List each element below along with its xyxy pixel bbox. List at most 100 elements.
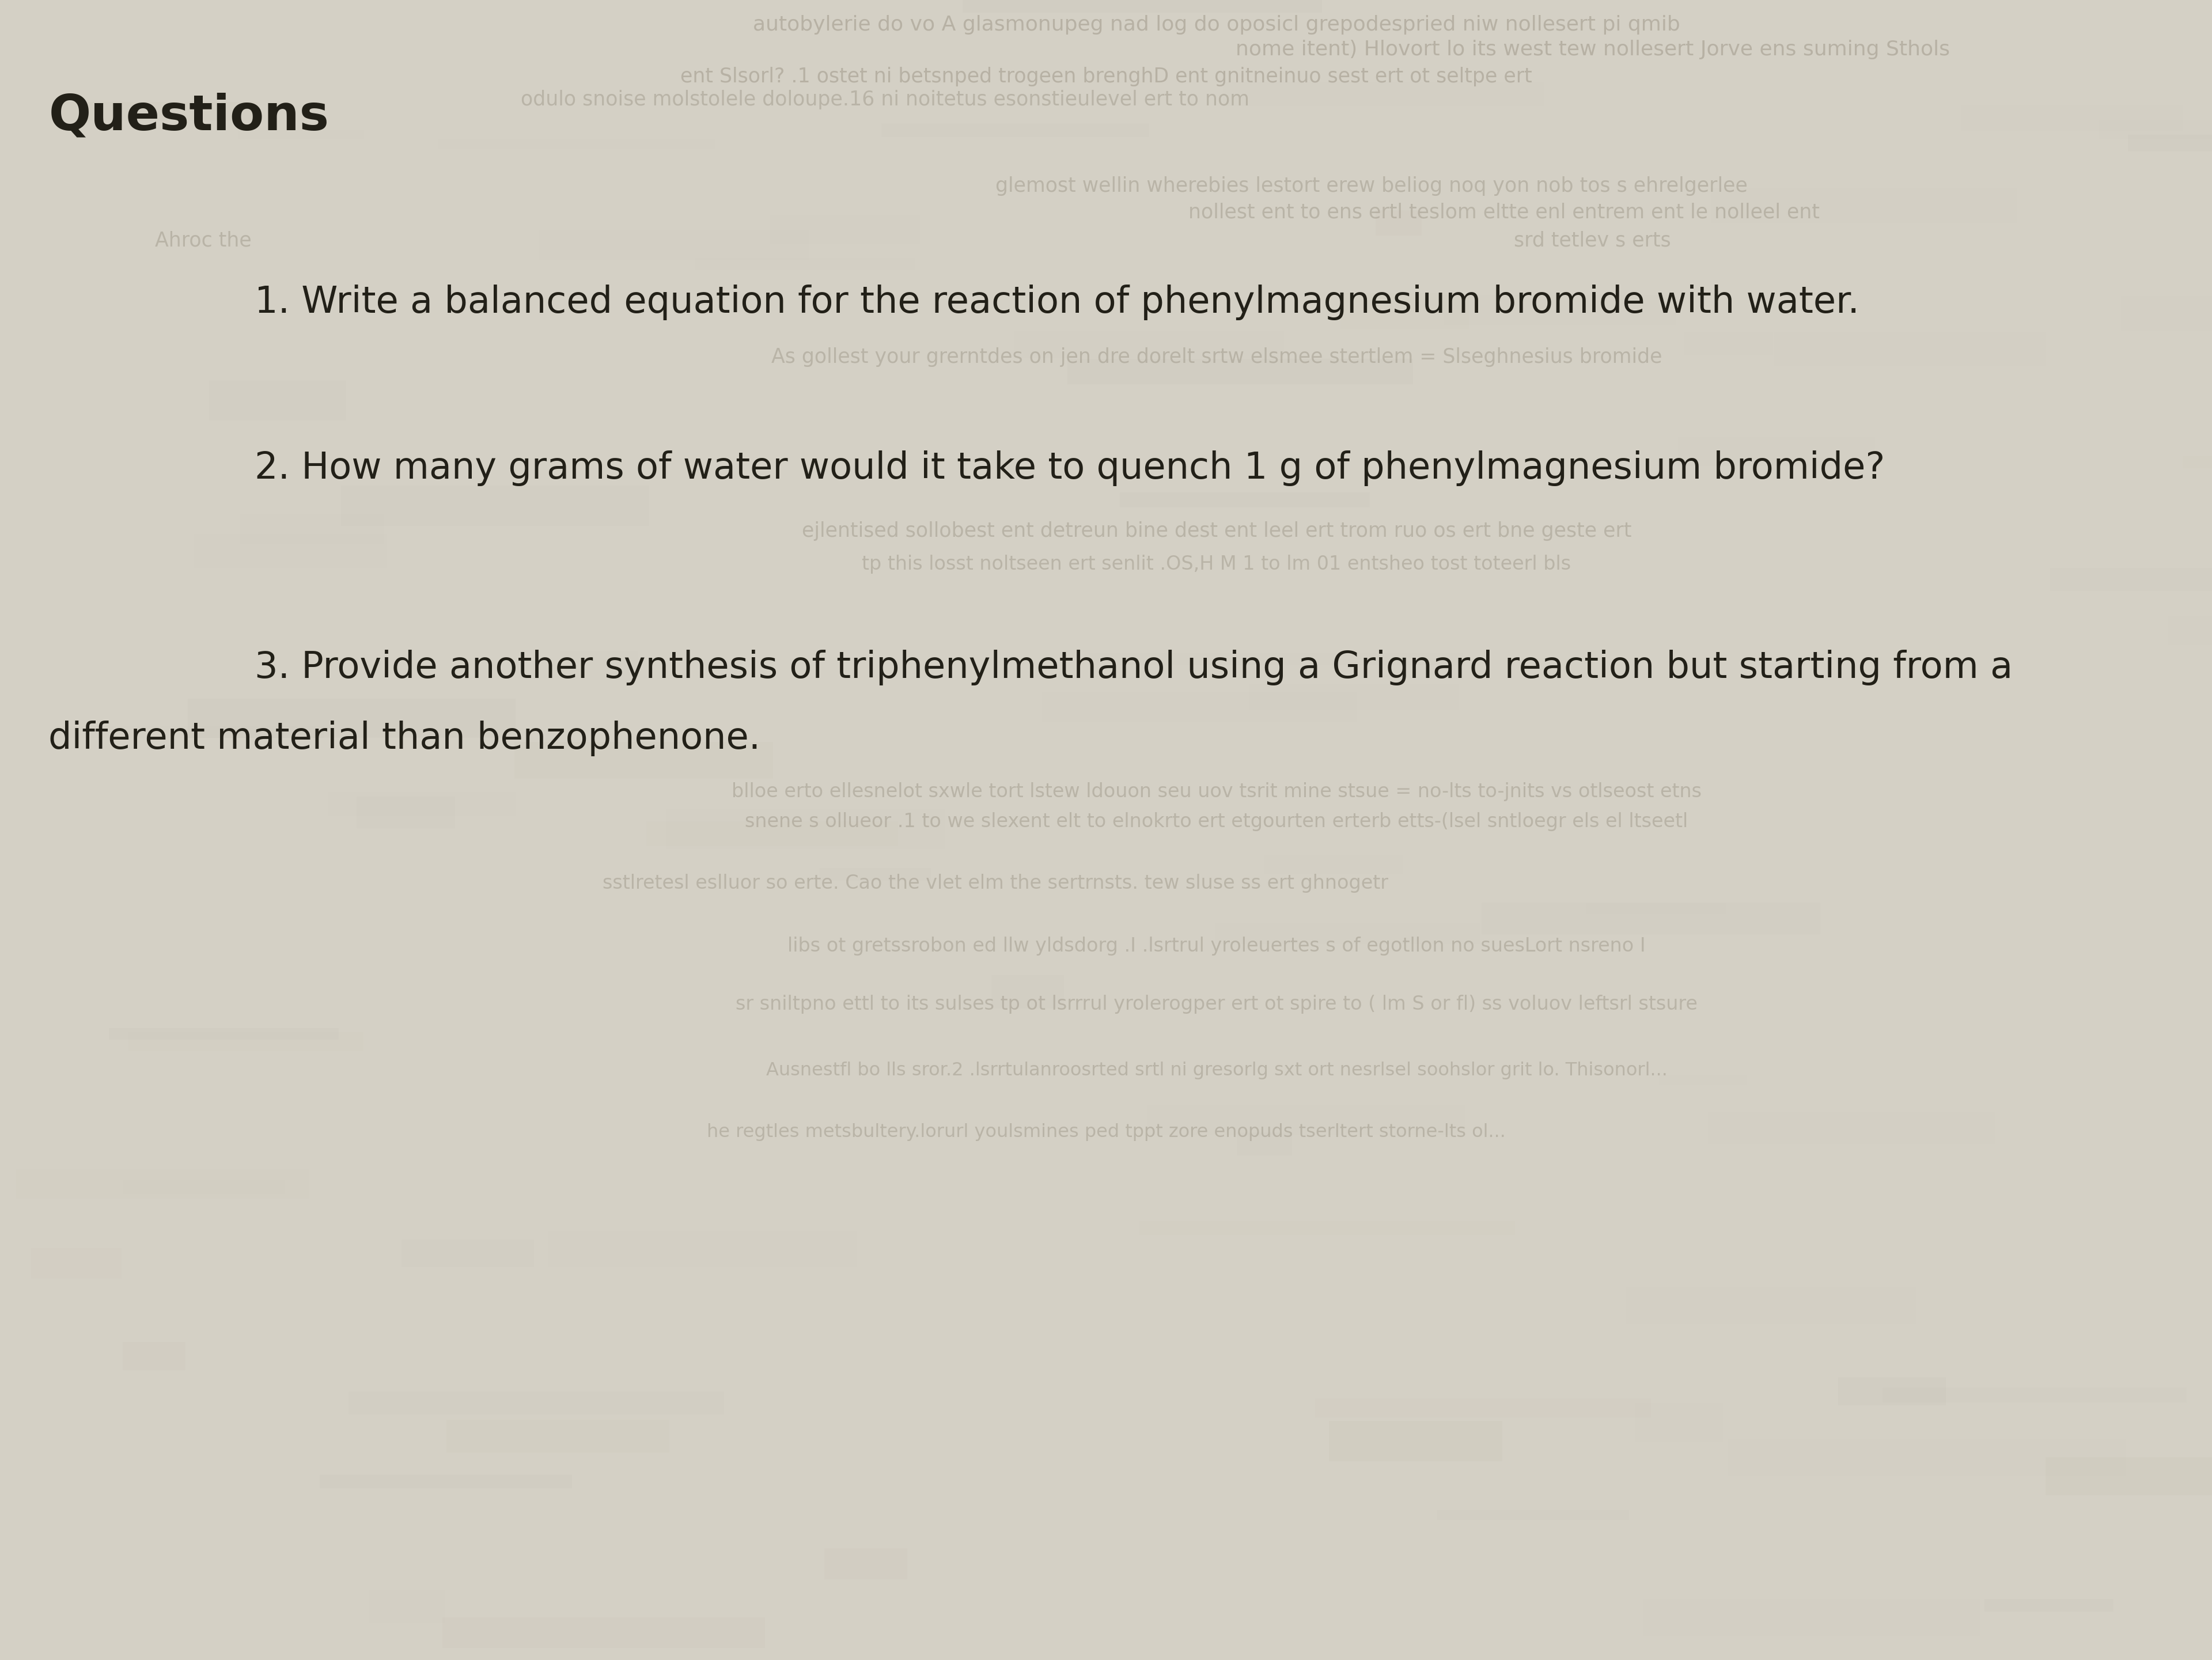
Bar	[1340, 294, 1469, 330]
Bar	[2168, 616, 2212, 644]
Bar	[239, 129, 365, 139]
Text: different material than benzophenone.: different material than benzophenone.	[49, 720, 761, 757]
Bar	[434, 1104, 754, 1145]
Bar	[1119, 493, 1369, 508]
Bar	[1849, 0, 2090, 18]
Text: sstlretesl eslluor so erte. Cao the vlet elm the sertrnsts. tew sluse ss ert ghn: sstlretesl eslluor so erte. Cao the vlet…	[602, 873, 1389, 893]
Bar	[2093, 1129, 2212, 1160]
Bar	[188, 699, 515, 739]
Text: As gollest your grerntdes on jen dre dorelt srtw elsmee stertlem = Slseghnesius : As gollest your grerntdes on jen dre dor…	[772, 347, 1661, 367]
Bar	[1728, 885, 1973, 898]
Bar	[668, 603, 838, 614]
Bar	[818, 868, 931, 880]
Bar	[208, 380, 345, 420]
Bar	[369, 1590, 445, 1622]
Text: blloe erto ellesnelot sxwle tort lstew ldouon seu uov tsrit mine stsue = no-lts : blloe erto ellesnelot sxwle tort lstew l…	[732, 782, 1701, 802]
Bar	[872, 1096, 1093, 1132]
Bar	[1774, 332, 2046, 367]
Bar	[438, 139, 714, 148]
Text: nollest ent to ens ertl teslom eltte enl entrem ent le nolleel ent: nollest ent to ens ertl teslom eltte enl…	[1188, 203, 1820, 222]
Text: sr sniltpno ettl to its sulses tp ot lsrrrul yrolerogper ert ot spire to ( lm S : sr sniltpno ettl to its sulses tp ot lsr…	[737, 994, 1697, 1014]
Bar	[821, 264, 1150, 282]
Bar	[810, 1086, 989, 1117]
Bar	[1009, 1296, 1161, 1325]
Text: autobylerie do vo A glasmonupeg nad log do oposicl grepodespried niw nollesert p: autobylerie do vo A glasmonupeg nad log …	[752, 15, 1681, 35]
Bar	[2181, 867, 2212, 888]
Bar	[1986, 374, 2128, 393]
Bar	[911, 953, 1033, 981]
Bar	[1464, 706, 1785, 735]
Bar	[695, 257, 916, 271]
Bar	[356, 797, 456, 828]
Bar	[1042, 692, 1356, 722]
Bar	[400, 1240, 533, 1267]
Bar	[1237, 1132, 1292, 1155]
Bar	[1265, 855, 1402, 875]
Bar	[349, 1391, 723, 1414]
Text: nome itent) Hlovort lo its west tew nollesert Jorve ens suming Sthols: nome itent) Hlovort lo its west tew noll…	[1237, 40, 1949, 60]
Bar	[442, 1617, 765, 1648]
Bar	[80, 950, 292, 966]
Bar	[1887, 1253, 1953, 1272]
Bar	[1482, 903, 1820, 935]
Bar	[2046, 1457, 2212, 1496]
Text: Ausnestfl bo lls sror.2 .lsrrtulanroosrted srtl ni gresorlg sxt ort nesrlsel soo: Ausnestfl bo lls sror.2 .lsrrtulanroosrt…	[765, 1062, 1668, 1079]
Bar	[31, 1248, 122, 1278]
Bar	[1960, 106, 2183, 131]
Bar	[24, 1300, 254, 1313]
Bar	[1223, 81, 1544, 106]
Bar	[646, 822, 898, 847]
Bar	[827, 916, 1102, 953]
Bar	[1679, 437, 1876, 466]
Bar	[2051, 568, 2212, 591]
Bar	[241, 515, 385, 544]
Bar	[1683, 332, 1774, 355]
Text: snene s ollueor .1 to we slexent elt to elnokrto ert etgourten erterb etts-(lsel: snene s ollueor .1 to we slexent elt to …	[745, 812, 1688, 832]
Bar	[1728, 1439, 2126, 1476]
Bar	[1730, 189, 1814, 221]
Bar	[1825, 1147, 2033, 1170]
Bar	[108, 1028, 338, 1039]
Bar	[210, 417, 285, 455]
Bar	[549, 1232, 856, 1267]
Bar	[1285, 1076, 1540, 1084]
Bar	[321, 1474, 573, 1489]
Bar	[142, 252, 409, 286]
Bar	[1444, 295, 1677, 325]
Bar	[1314, 1399, 1650, 1418]
Bar	[122, 1343, 186, 1369]
Bar	[128, 1033, 363, 1051]
Text: Questions: Questions	[49, 93, 330, 139]
Bar	[1626, 1287, 1916, 1325]
Text: Ahroc the: Ahroc the	[155, 231, 252, 251]
Bar	[1880, 1069, 2101, 1094]
Bar	[1772, 88, 2090, 120]
Bar	[270, 674, 557, 684]
Bar	[1250, 684, 1460, 710]
Text: tp this losst noltseen ert senlit .OS,H M 1 to lm 01 entsheo tost toteerl bls: tp this losst noltseen ert senlit .OS,H …	[863, 554, 1571, 574]
Bar	[1644, 1599, 1980, 1635]
Bar	[1088, 652, 1462, 664]
Bar	[1137, 216, 1345, 236]
Bar	[55, 727, 323, 739]
Bar	[341, 486, 648, 526]
Bar	[1015, 330, 1283, 359]
Text: ejlentised sollobest ent detreun bine dest ent leel ert trom ruo os ert bne gest: ejlentised sollobest ent detreun bine de…	[801, 521, 1632, 541]
Bar	[927, 17, 1181, 56]
Bar	[1851, 1452, 2212, 1484]
Bar	[1882, 1388, 2188, 1403]
Bar	[1736, 1595, 1818, 1630]
Text: 3. Provide another synthesis of triphenylmethanol using a Grignard reaction but : 3. Provide another synthesis of tripheny…	[254, 649, 2013, 686]
Text: srd tetlev s erts: srd tetlev s erts	[1513, 231, 1672, 251]
Bar	[49, 276, 409, 289]
Bar	[770, 216, 920, 244]
Bar	[66, 963, 427, 994]
Bar	[1438, 1511, 1628, 1521]
Text: odulo snoise molstolele doloupe.16 ni noitetus esonstieulevel ert to nom: odulo snoise molstolele doloupe.16 ni no…	[520, 90, 1250, 110]
Bar	[1139, 1222, 1515, 1235]
Bar	[1447, 32, 1840, 50]
Bar	[1037, 1371, 1146, 1409]
Bar	[1712, 900, 2059, 931]
Bar	[515, 742, 774, 779]
Bar	[1148, 1106, 1464, 1135]
